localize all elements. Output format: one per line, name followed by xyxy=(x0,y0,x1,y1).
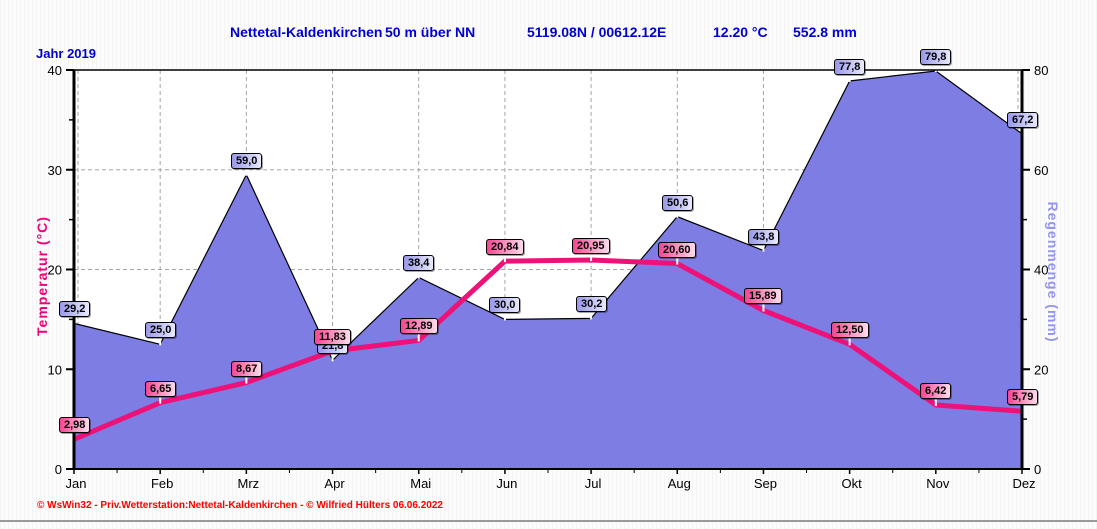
temp-value-label: 12,50 xyxy=(831,322,869,338)
month-label: Jul xyxy=(585,476,602,491)
rain-value-label: 29,2 xyxy=(59,301,91,317)
left-tick-label: 20 xyxy=(48,263,62,278)
bottom-divider xyxy=(0,520,1097,522)
month-label: Feb xyxy=(151,476,173,491)
temp-value-label: 6,42 xyxy=(920,383,952,399)
month-label: Okt xyxy=(842,476,863,491)
year-label: Jahr 2019 xyxy=(36,46,96,61)
month-label: Jan xyxy=(66,476,87,491)
total-rain-value: 552.8 mm xyxy=(793,24,857,40)
month-label: Sep xyxy=(754,476,777,491)
temp-value-label: 20,60 xyxy=(658,242,696,258)
left-tick-label: 10 xyxy=(48,362,62,377)
temp-value-label: 15,89 xyxy=(744,288,782,304)
left-tick-label: 30 xyxy=(48,163,62,178)
temp-value-label: 8,67 xyxy=(231,361,263,377)
temp-value-label: 12,89 xyxy=(400,318,438,334)
station-name: Nettetal-Kaldenkirchen xyxy=(230,24,383,40)
rain-value-label: 79,8 xyxy=(920,49,952,65)
rain-value-label: 50,6 xyxy=(662,195,694,211)
month-label: Jun xyxy=(496,476,517,491)
month-label: Nov xyxy=(926,476,950,491)
month-label: Apr xyxy=(324,476,345,491)
copyright-credit: © WsWin32 - Priv.Wetterstation:Nettetal-… xyxy=(37,500,443,511)
right-tick-label: 20 xyxy=(1034,362,1048,377)
month-label: Mai xyxy=(410,476,431,491)
left-tick-label: 0 xyxy=(55,462,62,477)
left-tick-label: 40 xyxy=(48,63,62,78)
temp-value-label: 11,83 xyxy=(314,329,351,345)
month-label: Aug xyxy=(668,476,691,491)
rain-value-label: 77,8 xyxy=(834,59,866,75)
temperature-line xyxy=(73,257,1023,442)
station-coordinates: 5119.08N / 00612.12E xyxy=(527,24,667,40)
temp-value-label: 6,65 xyxy=(145,381,177,397)
rain-value-label: 59,0 xyxy=(231,153,263,169)
month-label: Dez xyxy=(1012,476,1035,491)
station-altitude: 50 m über NN xyxy=(385,24,476,40)
rain-value-label: 30,0 xyxy=(489,297,521,313)
right-tick-label: 40 xyxy=(1034,263,1048,278)
right-tick-label: 60 xyxy=(1034,163,1048,178)
rain-value-label: 67,2 xyxy=(1007,112,1039,128)
rain-value-label: 43,8 xyxy=(748,229,780,245)
rain-value-label: 38,4 xyxy=(403,255,435,271)
temp-value-label: 2,98 xyxy=(59,417,91,433)
right-tick-label: 80 xyxy=(1034,63,1048,78)
temp-value-label: 5,79 xyxy=(1007,389,1039,405)
temp-value-label: 20,95 xyxy=(572,238,610,254)
month-label: Mrz xyxy=(238,476,260,491)
mean-temperature-value: 12.20 °C xyxy=(713,24,768,40)
rain-value-label: 25,0 xyxy=(145,322,177,338)
temp-value-label: 20,84 xyxy=(486,239,524,255)
rain-value-label: 30,2 xyxy=(576,296,608,312)
right-tick-label: 0 xyxy=(1034,462,1041,477)
